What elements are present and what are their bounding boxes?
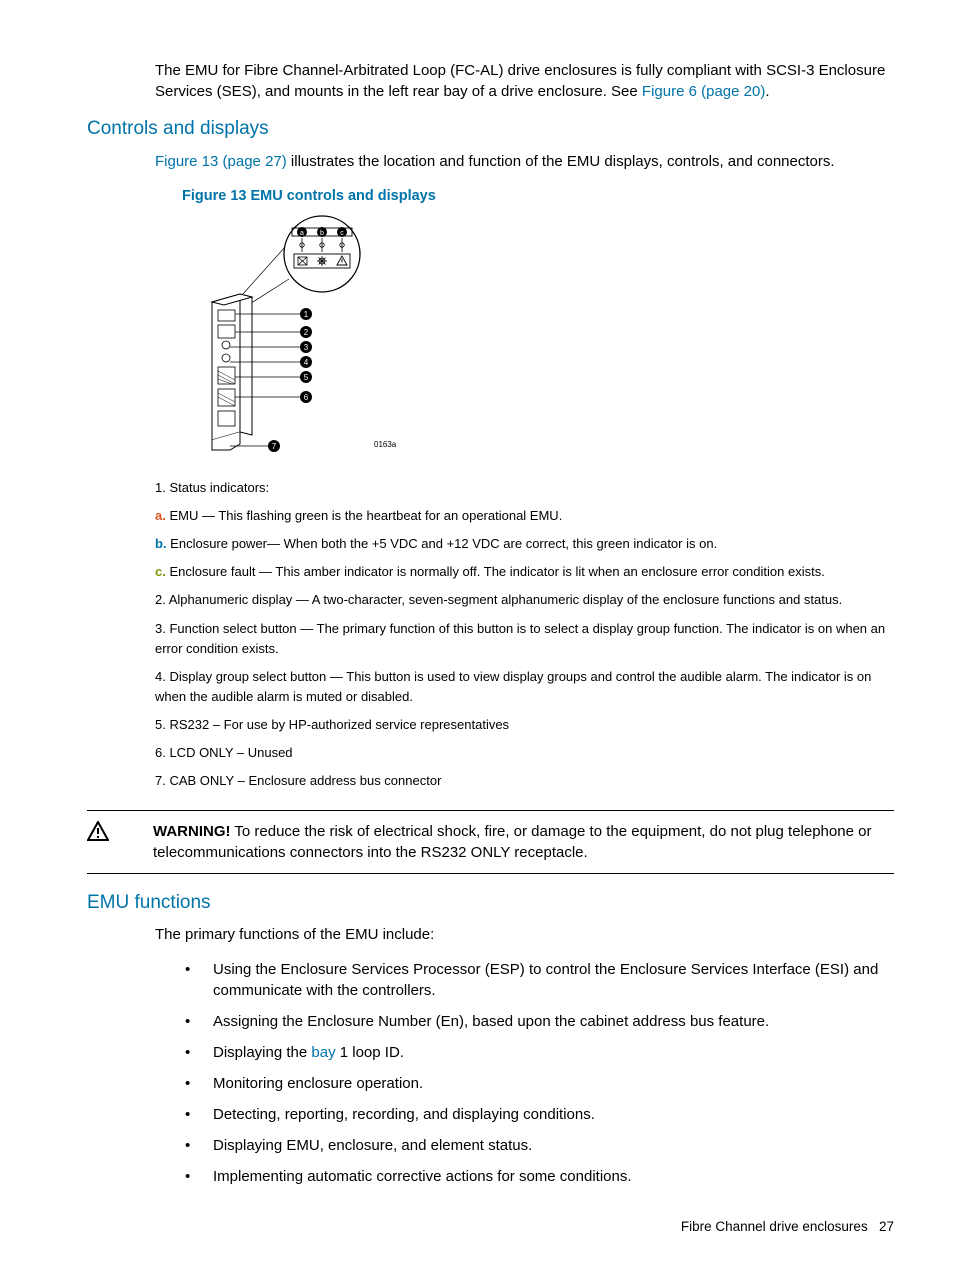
controls-para-post: illustrates the location and function of…	[287, 153, 835, 170]
figure13-link[interactable]: Figure 13 (page 27)	[155, 153, 287, 170]
legend-4: 4. Display group select button — This bu…	[155, 667, 894, 707]
emu-module	[212, 294, 252, 450]
svg-text:a: a	[300, 230, 304, 237]
svg-text:0163a: 0163a	[374, 440, 397, 449]
svg-text:7: 7	[272, 442, 277, 451]
emu-functions-list: Using the Enclosure Services Processor (…	[185, 959, 894, 1187]
legend-3: 3. Function select button — The primary …	[155, 619, 894, 659]
list-item: Monitoring enclosure operation.	[185, 1073, 894, 1094]
svg-text:5: 5	[304, 373, 309, 382]
svg-text:b: b	[320, 230, 324, 237]
svg-text:c: c	[340, 230, 344, 237]
emu-functions-intro: The primary functions of the EMU include…	[155, 924, 894, 945]
footer-page: 27	[879, 1219, 894, 1234]
svg-text:4: 4	[304, 358, 309, 367]
legend-c-label: c.	[155, 564, 166, 579]
warning-label: WARNING!	[153, 823, 231, 840]
legend-c-text: Enclosure fault — This amber indicator i…	[166, 564, 825, 579]
controls-heading: Controls and displays	[87, 116, 894, 143]
bay-link[interactable]: bay	[311, 1044, 335, 1061]
legend-1c: c. Enclosure fault — This amber indicato…	[155, 562, 894, 582]
legend-a-label: a.	[155, 508, 166, 523]
legend-1: 1. Status indicators:	[155, 478, 894, 498]
legend-b-text: Enclosure power— When both the +5 VDC an…	[167, 536, 718, 551]
page-footer: Fibre Channel drive enclosures 27	[681, 1218, 894, 1237]
intro-paragraph: The EMU for Fibre Channel-Arbitrated Loo…	[155, 60, 894, 102]
svg-text:2: 2	[304, 328, 309, 337]
legend-b-label: b.	[155, 536, 167, 551]
legend-5: 5. RS232 – For use by HP-authorized serv…	[155, 715, 894, 735]
figure-caption: Figure 13 EMU controls and displays	[182, 186, 894, 206]
figure-13-diagram: a b c	[182, 214, 442, 464]
figure6-link[interactable]: Figure 6 (page 20)	[642, 83, 765, 100]
legend-7: 7. CAB ONLY – Enclosure address bus conn…	[155, 771, 894, 791]
warning-body: To reduce the risk of electrical shock, …	[153, 823, 871, 861]
list-item: Displaying the bay 1 loop ID.	[185, 1042, 894, 1063]
legend-6: 6. LCD ONLY – Unused	[155, 743, 894, 763]
intro-text-post: .	[765, 83, 769, 100]
svg-text:6: 6	[304, 393, 309, 402]
legend-1a: a. EMU — This flashing green is the hear…	[155, 506, 894, 526]
legend-2: 2. Alphanumeric display — A two-characte…	[155, 590, 894, 610]
list-item: Implementing automatic corrective action…	[185, 1166, 894, 1187]
legend-1b: b. Enclosure power— When both the +5 VDC…	[155, 534, 894, 554]
list-item: Assigning the Enclosure Number (En), bas…	[185, 1011, 894, 1032]
emu-diagram-svg: a b c	[182, 214, 442, 464]
intro-text-pre: The EMU for Fibre Channel-Arbitrated Loo…	[155, 62, 885, 100]
warning-block: WARNING! To reduce the risk of electrica…	[87, 810, 894, 874]
footer-text: Fibre Channel drive enclosures	[681, 1219, 868, 1234]
svg-text:3: 3	[304, 343, 309, 352]
li2-pre: Displaying the	[213, 1044, 311, 1061]
warning-text: WARNING! To reduce the risk of electrica…	[153, 821, 894, 863]
figure-legend: 1. Status indicators: a. EMU — This flas…	[155, 478, 894, 792]
list-item: Displaying EMU, enclosure, and element s…	[185, 1135, 894, 1156]
li2-post: 1 loop ID.	[336, 1044, 404, 1061]
svg-text:1: 1	[304, 310, 309, 319]
emu-functions-heading: EMU functions	[87, 890, 894, 917]
controls-paragraph: Figure 13 (page 27) illustrates the loca…	[155, 151, 894, 172]
list-item: Using the Enclosure Services Processor (…	[185, 959, 894, 1001]
list-item: Detecting, reporting, recording, and dis…	[185, 1104, 894, 1125]
warning-icon	[87, 821, 135, 863]
legend-a-text: EMU — This flashing green is the heartbe…	[166, 508, 562, 523]
